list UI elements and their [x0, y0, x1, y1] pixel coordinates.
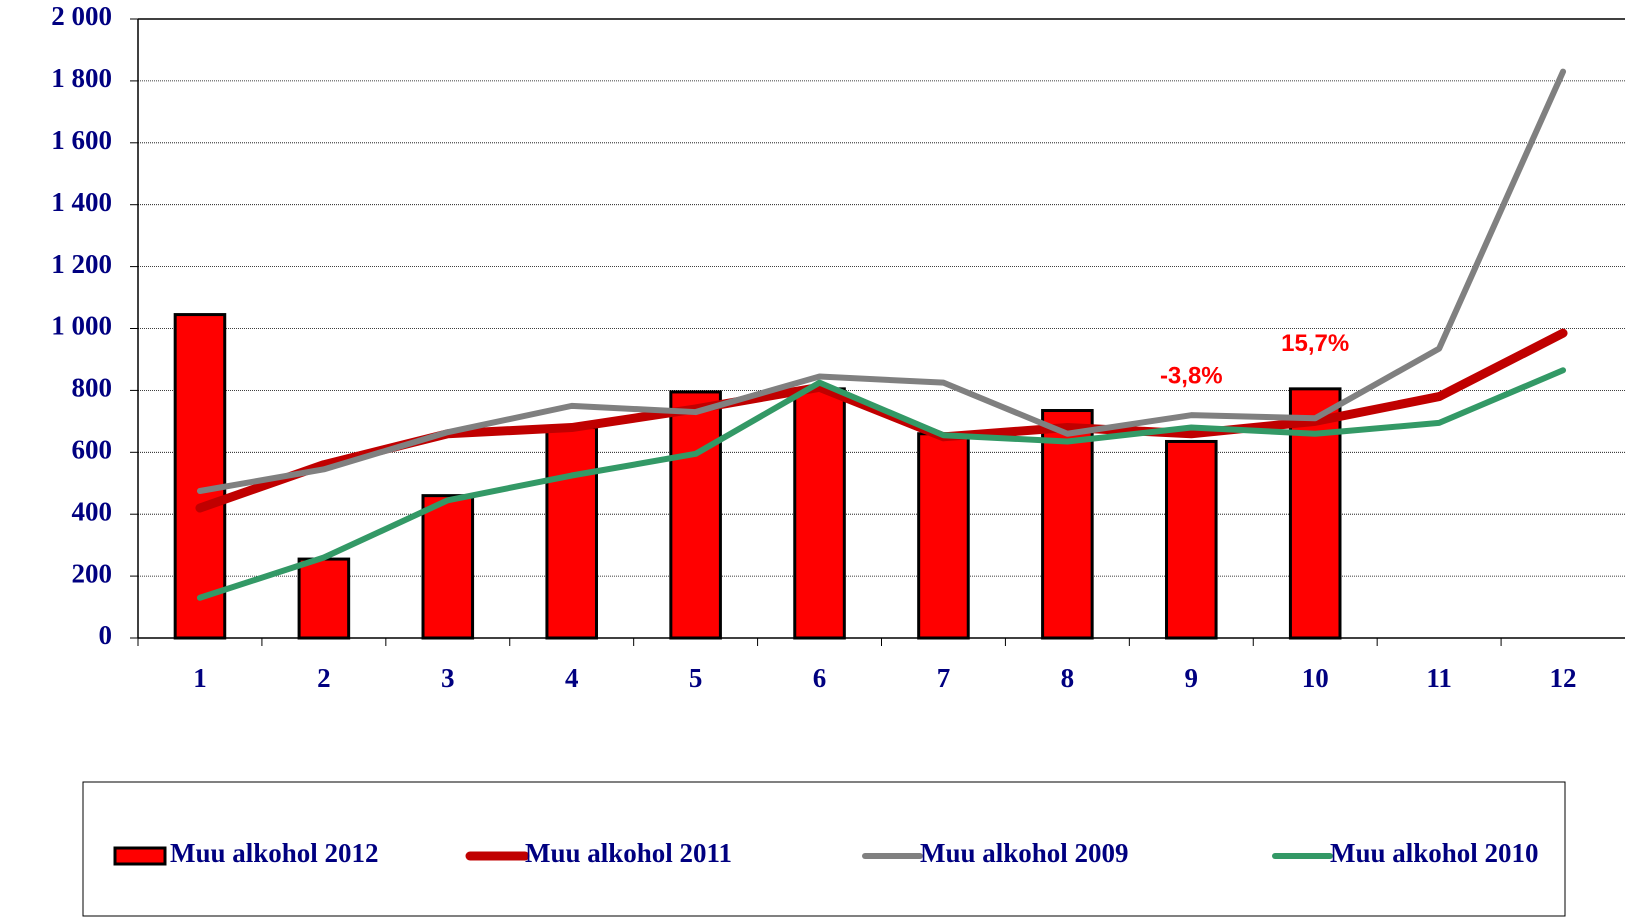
x-tick-label: 4: [565, 663, 579, 693]
bar: [1165, 439, 1218, 640]
line: [196, 367, 1567, 601]
y-tick-label: 0: [99, 620, 113, 650]
x-tick-label: 2: [317, 663, 331, 693]
bar: [173, 313, 227, 640]
y-tick-label: 1 600: [51, 125, 112, 155]
line: [195, 328, 1568, 513]
bar: [545, 426, 598, 640]
x-tick-label: 10: [1302, 663, 1329, 693]
y-tick-label: 1 800: [51, 63, 112, 93]
legend-label: Muu alkohol 2009: [920, 838, 1129, 868]
x-tick-label: 8: [1061, 663, 1075, 693]
legend-swatch: [113, 846, 167, 866]
y-tick-label: 1 200: [51, 249, 112, 279]
y-tick-label: 400: [72, 496, 113, 526]
y-tick-label: 600: [72, 435, 113, 465]
legend-box: [82, 781, 1566, 917]
x-tick-label: 11: [1426, 663, 1452, 693]
x-tick-label: 12: [1550, 663, 1577, 693]
bar: [917, 432, 970, 640]
y-tick-label: 200: [72, 558, 113, 588]
line: [196, 68, 1567, 494]
y-tick-label: 1 400: [51, 187, 112, 217]
legend-label: Muu alkohol 2012: [170, 838, 379, 868]
x-tick-label: 1: [193, 663, 207, 693]
x-tick-label: 5: [689, 663, 703, 693]
bar: [1041, 409, 1094, 640]
y-tick-label: 2 000: [51, 1, 112, 31]
x-tick-label: 7: [937, 663, 951, 693]
x-tick-label: 6: [813, 663, 827, 693]
x-tick-label: 3: [441, 663, 455, 693]
bar: [421, 494, 475, 640]
annotation: -3,8%: [1160, 363, 1223, 390]
bar: [669, 390, 722, 640]
x-tick-label: 9: [1185, 663, 1199, 693]
y-tick-label: 1 000: [51, 311, 112, 341]
legend-label: Muu alkohol 2010: [1330, 838, 1539, 868]
bar: [297, 557, 351, 640]
bar: [793, 387, 846, 640]
annotation: 15,7%: [1281, 330, 1349, 357]
y-tick-label: 800: [72, 373, 113, 403]
legend-label: Muu alkohol 2011: [525, 838, 732, 868]
